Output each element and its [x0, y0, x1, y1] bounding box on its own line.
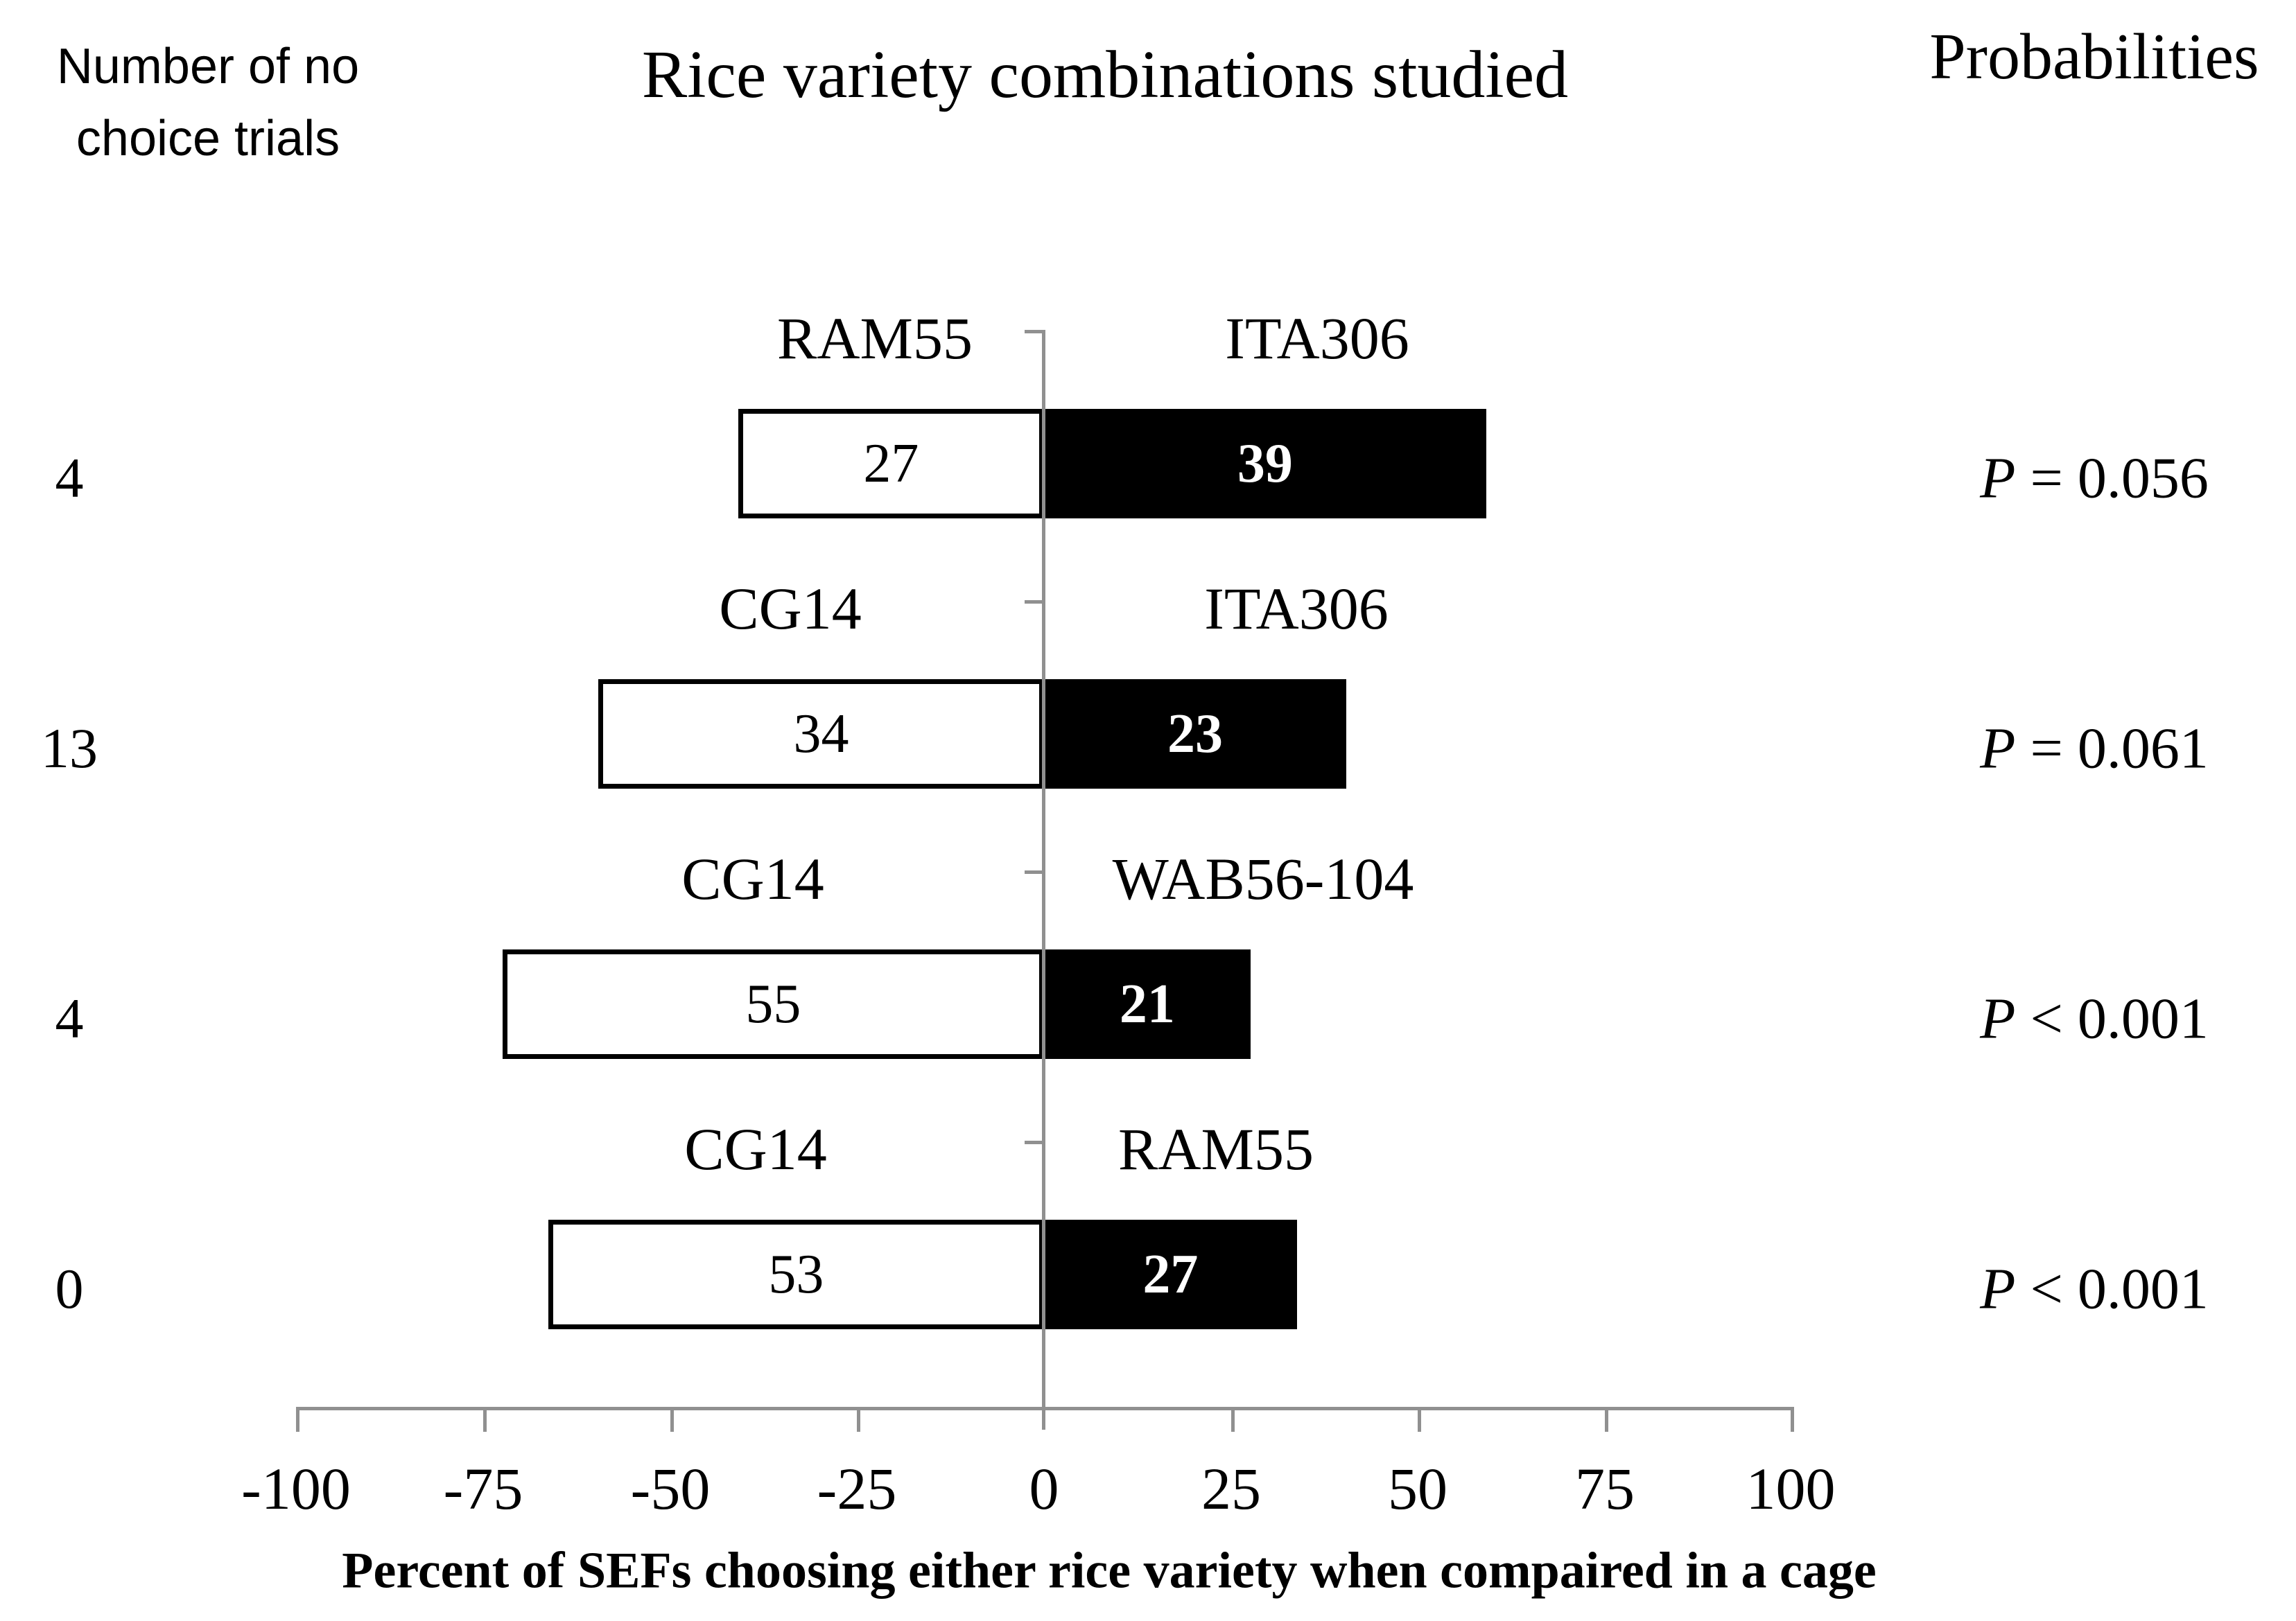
right-bar-value: 39	[1237, 432, 1293, 494]
row-cg14-vs-wab56-104: CG14 WAB56-104 55 21 4 P < 0.001	[0, 845, 2296, 1142]
left-bar-value: 53	[768, 1243, 824, 1305]
x-tick-label: 0	[1029, 1455, 1059, 1522]
category-boundary-tick	[1025, 870, 1044, 874]
right-variety-label: ITA306	[1204, 575, 1389, 642]
x-tick-label: -25	[817, 1455, 897, 1522]
right-bar-value: 21	[1119, 973, 1175, 1035]
x-tick-label: 100	[1746, 1455, 1836, 1522]
right-bar-value: 23	[1167, 703, 1223, 764]
x-tick-label: -50	[630, 1455, 711, 1522]
x-tick	[1418, 1410, 1421, 1432]
left-axis-title-line2: choice trials	[76, 111, 340, 166]
x-tick	[857, 1410, 860, 1432]
right-bar: 23	[1044, 679, 1346, 789]
x-tick-label: 75	[1575, 1455, 1635, 1522]
x-tick-label: -75	[443, 1455, 523, 1522]
no-choice-trials-count: 4	[55, 987, 84, 1050]
left-bar: 53	[548, 1220, 1044, 1329]
row-cg14-vs-ram55: CG14 RAM55 53 27 0 P < 0.001	[0, 1116, 2296, 1412]
no-choice-trials-count: 4	[55, 446, 84, 509]
category-boundary-tick	[1025, 1141, 1044, 1144]
left-bar-value: 34	[793, 703, 849, 764]
right-bar-value: 27	[1142, 1243, 1199, 1305]
row-ram55-vs-ita306: RAM55 ITA306 27 39 4 P = 0.056	[0, 305, 2296, 602]
right-bar: 39	[1044, 409, 1486, 518]
no-choice-trials-count: 0	[55, 1257, 84, 1320]
chart-title: Rice variety combinations studied	[641, 37, 1569, 112]
left-bar: 34	[598, 679, 1044, 789]
p-value: P < 0.001	[1980, 986, 2209, 1051]
x-tick	[1231, 1410, 1235, 1432]
row-cg14-vs-ita306: CG14 ITA306 34 23 13 P = 0.061	[0, 575, 2296, 872]
category-boundary-tick	[1025, 330, 1044, 333]
x-tick	[1605, 1410, 1608, 1432]
x-tick	[1791, 1410, 1794, 1432]
left-bar: 27	[738, 409, 1044, 518]
right-variety-label: ITA306	[1225, 305, 1409, 371]
left-bar-value: 27	[863, 432, 919, 494]
p-value: P = 0.061	[1980, 716, 2209, 781]
p-value: P < 0.001	[1980, 1256, 2209, 1322]
left-axis-title-line1: Number of no	[56, 39, 360, 94]
right-variety-label: RAM55	[1118, 1116, 1314, 1182]
x-tick	[296, 1410, 299, 1432]
center-category-axis-line	[1042, 330, 1045, 1430]
probabilities-header: Probabilities	[1929, 21, 2259, 93]
left-axis-title: Number of no choice trials	[57, 30, 359, 175]
left-bar-value: 55	[745, 973, 801, 1035]
left-variety-label: CG14	[719, 575, 862, 642]
category-boundary-tick	[1025, 600, 1044, 604]
left-variety-label: RAM55	[777, 305, 973, 371]
x-tick	[483, 1410, 487, 1432]
x-tick-label: 25	[1201, 1455, 1261, 1522]
no-choice-trials-count: 13	[41, 717, 98, 780]
x-tick-label: -100	[241, 1455, 351, 1522]
left-variety-label: CG14	[681, 845, 824, 912]
p-value: P = 0.056	[1980, 446, 2209, 511]
x-tick-label: 50	[1388, 1455, 1447, 1522]
x-axis-caption: Percent of SEFs choosing either rice var…	[342, 1542, 1877, 1600]
right-bar: 21	[1044, 949, 1251, 1059]
right-variety-label: WAB56-104	[1112, 845, 1414, 912]
right-bar: 27	[1044, 1220, 1297, 1329]
left-bar: 55	[502, 949, 1044, 1059]
left-variety-label: CG14	[684, 1116, 827, 1182]
x-tick	[670, 1410, 674, 1432]
